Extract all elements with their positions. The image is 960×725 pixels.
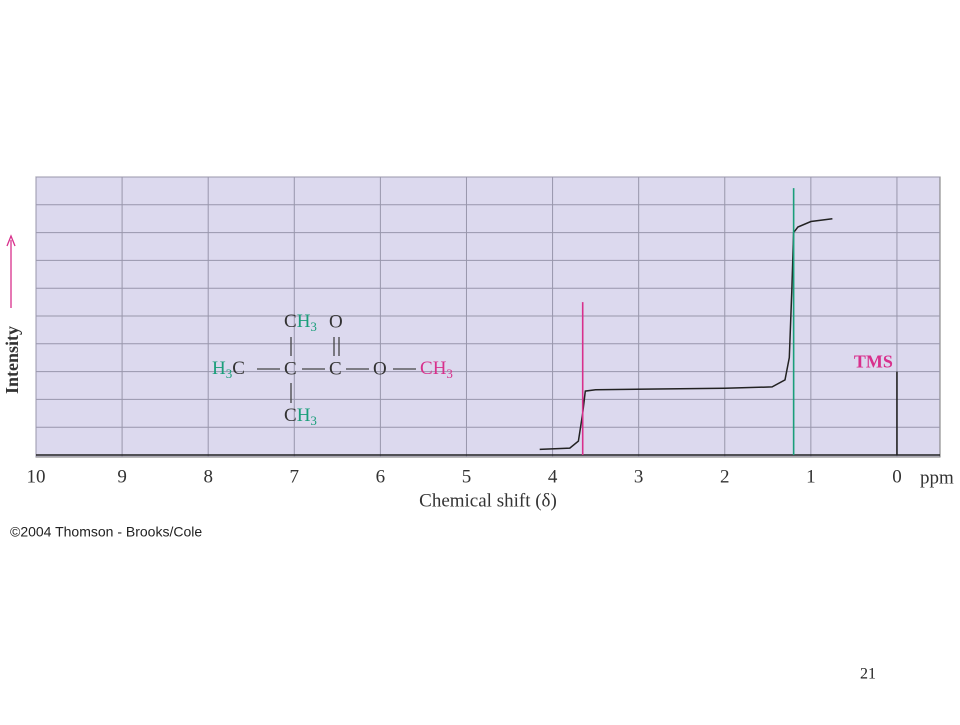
grid: [35, 176, 940, 457]
x-tick-label: 8: [203, 466, 213, 487]
x-tick-label: 5: [462, 466, 472, 487]
atom: CH3: [284, 405, 317, 428]
x-axis-unit: ppm: [920, 467, 954, 488]
x-tick-label: 7: [290, 466, 300, 487]
x-tick-label: 4: [548, 466, 558, 487]
x-tick-label: 3: [634, 466, 644, 487]
marks: [36, 188, 940, 456]
x-tick-label: 2: [720, 466, 730, 487]
peak-label: TMS: [854, 352, 893, 372]
atom: CH3: [420, 358, 453, 381]
x-tick-label: 1: [806, 466, 816, 487]
atom: CH3: [284, 311, 317, 334]
atom: O: [373, 358, 387, 379]
atom: C: [329, 358, 342, 379]
y-axis-arrow-head: [6, 234, 16, 247]
page-number: 21: [860, 666, 876, 683]
integral-curve: [539, 217, 833, 451]
x-axis-label: Chemical shift (δ): [419, 490, 557, 511]
atom: O: [329, 311, 343, 332]
x-tick-label: 6: [376, 466, 386, 487]
plot-area: [35, 176, 941, 458]
structure: CH3 O H3C C C O CH3 CH3: [212, 311, 453, 428]
x-tick-label: 10: [27, 466, 46, 487]
x-tick-label: 0: [892, 466, 902, 487]
atom: H3C: [212, 358, 245, 381]
x-tick-label: 9: [117, 466, 127, 487]
atom: C: [284, 358, 297, 379]
y-axis-label: Intensity: [2, 326, 22, 394]
copyright: ©2004 Thomson - Brooks/Cole: [10, 524, 202, 540]
